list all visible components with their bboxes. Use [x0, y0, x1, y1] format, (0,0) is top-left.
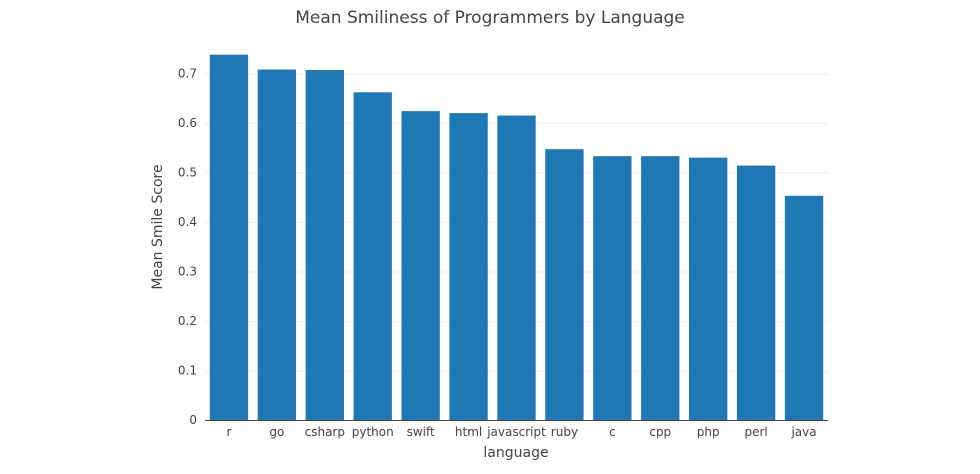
bar-swift — [401, 111, 440, 421]
x-tick-label: csharp — [305, 425, 345, 439]
x-tick-label: r — [226, 425, 231, 439]
bar-javascript — [497, 115, 536, 420]
bar-r — [209, 54, 249, 420]
x-tick-label: html — [455, 425, 482, 439]
y-tick-label: 0.4 — [178, 215, 197, 229]
x-tick-label: cpp — [649, 425, 671, 439]
bar-csharp — [305, 70, 344, 420]
x-tick-label: javascript — [486, 425, 546, 439]
bar-php — [689, 157, 728, 420]
x-tick-label: perl — [744, 425, 767, 439]
bar-python — [353, 92, 392, 420]
x-tick-label: php — [697, 425, 720, 439]
y-tick-label: 0.3 — [178, 265, 197, 279]
x-tick-label: java — [790, 425, 816, 439]
y-tick-label: 0.1 — [178, 364, 197, 378]
bar-cpp — [641, 156, 680, 421]
y-tick-label: 0 — [189, 413, 197, 427]
bar-ruby — [545, 149, 584, 421]
bars — [209, 54, 824, 421]
y-axis-label: Mean Smile Score — [150, 164, 166, 289]
y-axis-ticks: 0 0.1 0.2 0.3 0.4 0.5 0.6 0.7 — [178, 67, 197, 428]
x-tick-label: python — [352, 425, 394, 439]
y-tick-label: 0.5 — [178, 166, 197, 180]
x-axis-label: language — [483, 445, 548, 461]
y-tick-label: 0.6 — [178, 116, 197, 130]
y-tick-label: 0.7 — [178, 67, 197, 81]
x-tick-label: c — [609, 425, 616, 439]
y-tick-label: 0.2 — [178, 314, 197, 328]
x-axis-ticks: r go csharp python swift html javascript ruby c c… — [226, 425, 816, 439]
bar-perl — [736, 165, 776, 420]
bar-java — [784, 195, 824, 420]
bar-html — [449, 113, 488, 420]
bar-c — [593, 156, 632, 421]
x-tick-label: swift — [407, 425, 435, 439]
chart-title: Mean Smiliness of Programmers by Languag… — [295, 8, 685, 28]
x-tick-label: go — [269, 425, 284, 439]
x-tick-label: ruby — [551, 425, 578, 439]
bar-go — [257, 69, 297, 420]
